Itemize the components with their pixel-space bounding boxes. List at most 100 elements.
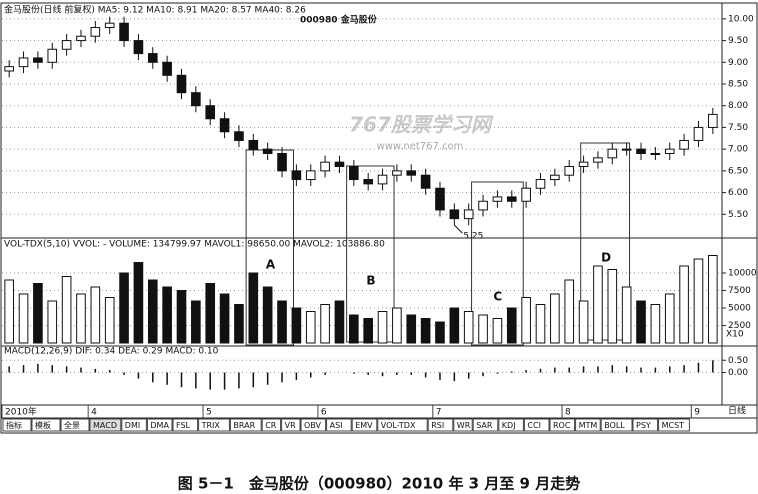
- candle-body: [535, 179, 546, 189]
- toolbar-tab[interactable]: [658, 418, 690, 432]
- toolbar-tab[interactable]: [281, 418, 301, 432]
- volume-bar: [191, 300, 201, 344]
- toolbar-tab-label[interactable]: MACD: [93, 421, 117, 430]
- candle-body: [449, 209, 460, 220]
- toolbar-tab[interactable]: [89, 418, 122, 432]
- caption: 图 5－1 金马股份（000980）2010 年 3 月至 9 月走势: [178, 475, 580, 493]
- toolbar-tab[interactable]: [549, 418, 576, 432]
- watermark: 767股票学习网: [349, 113, 494, 137]
- volume-bar: [61, 276, 72, 344]
- candle-body: [349, 166, 359, 181]
- candle-body: [47, 48, 58, 63]
- toolbar-tab-label[interactable]: 模板: [35, 420, 51, 430]
- toolbar-tab[interactable]: [121, 418, 147, 432]
- toolbar-tab-label[interactable]: VOL-TDX: [381, 421, 416, 430]
- toolbar-tab-label[interactable]: VR: [285, 421, 296, 430]
- candle-body: [248, 139, 259, 150]
- toolbar-tab-label[interactable]: WR: [457, 421, 471, 430]
- toolbar-tab-label[interactable]: DMA: [150, 421, 169, 430]
- candle-body: [262, 148, 273, 154]
- toolbar-tab[interactable]: [172, 418, 199, 432]
- toolbar-tab-label[interactable]: CR: [265, 421, 277, 430]
- y-tick-label: 7.00: [728, 145, 748, 155]
- macd-legend: MACD(12,26,9) DIF: 0.34 DEA: 0.29 MACD: …: [4, 347, 219, 357]
- toolbar-tab-label[interactable]: FSL: [176, 421, 191, 430]
- toolbar-tab[interactable]: [300, 418, 327, 432]
- toolbar-tab[interactable]: [453, 418, 473, 432]
- toolbar-tab[interactable]: [600, 418, 633, 432]
- toolbar-tab-label[interactable]: ROC: [553, 421, 571, 430]
- toolbar-tab-label[interactable]: BOLL: [604, 421, 625, 430]
- toolbar-tab[interactable]: [575, 418, 601, 432]
- toolbar-tab-label[interactable]: PSY: [636, 421, 651, 430]
- candle-body: [463, 209, 474, 220]
- candle-body: [176, 74, 187, 94]
- period-label: 日线: [728, 405, 746, 417]
- volume-bar: [564, 279, 575, 344]
- toolbar-tab-label[interactable]: OBV: [304, 421, 322, 430]
- toolbar-tab-label[interactable]: KDJ: [502, 421, 516, 430]
- candle-body: [334, 161, 345, 168]
- toolbar-tab-label[interactable]: 指标: [6, 420, 22, 430]
- volume-bar: [463, 311, 474, 344]
- x-tick-label: 7: [436, 408, 442, 418]
- candle-body: [621, 148, 632, 151]
- y-tick-label: 7500: [728, 286, 751, 296]
- toolbar-tab-label[interactable]: EMV: [355, 421, 373, 430]
- toolbar-tab[interactable]: [198, 418, 230, 432]
- toolbar-tab-label[interactable]: DMI: [125, 421, 140, 430]
- toolbar-tab[interactable]: [229, 418, 262, 432]
- y-tick-label: 9.50: [728, 36, 748, 46]
- toolbar-tab-label[interactable]: 全景: [64, 420, 80, 430]
- toolbar-tab[interactable]: [498, 418, 524, 432]
- toolbar-tab-label[interactable]: ASI: [330, 421, 343, 430]
- candle-body: [18, 57, 29, 68]
- toolbar-tab-label[interactable]: MTM: [579, 421, 598, 430]
- toolbar-tab[interactable]: [632, 418, 659, 432]
- candle-body: [521, 187, 531, 202]
- toolbar-tab-label[interactable]: BRAR: [233, 421, 255, 430]
- toolbar-tab[interactable]: [472, 418, 499, 432]
- volume-bar: [4, 279, 14, 344]
- candle-body: [61, 40, 72, 50]
- toolbar-tab[interactable]: [377, 418, 428, 432]
- box-label: D: [601, 251, 611, 265]
- x-tick-label: 4: [91, 408, 97, 418]
- toolbar-tab[interactable]: [427, 418, 454, 432]
- volume-bar: [449, 307, 460, 344]
- x-tick-label: 8: [565, 408, 571, 418]
- toolbar-tab[interactable]: [326, 418, 352, 432]
- toolbar-tab-label[interactable]: CCI: [527, 421, 541, 430]
- toolbar-tab[interactable]: [261, 418, 282, 432]
- x-tick-label: 2010年: [5, 406, 37, 418]
- volume-bar: [636, 300, 646, 344]
- highlight-box: [580, 142, 631, 341]
- volume-bar: [363, 318, 373, 344]
- volume-bar: [492, 318, 503, 344]
- candle-body: [33, 57, 43, 63]
- y-tick-label: 7.50: [728, 123, 748, 133]
- candle-body: [119, 22, 129, 42]
- y-tick-label: 2500: [728, 321, 751, 331]
- candle-body: [708, 113, 718, 128]
- volume-bar: [262, 286, 273, 344]
- toolbar-tab[interactable]: [523, 418, 550, 432]
- candle-body: [593, 157, 603, 163]
- volume-bar: [535, 304, 546, 344]
- toolbar-tab-label[interactable]: SAR: [476, 421, 493, 430]
- candle-body: [219, 118, 230, 133]
- toolbar-tab[interactable]: [2, 418, 32, 432]
- toolbar-tab-label[interactable]: TRIX: [201, 421, 221, 430]
- toolbar-tab-label[interactable]: RSI: [431, 421, 444, 430]
- toolbar-tab[interactable]: [351, 418, 378, 432]
- price-legend: 金马股份(日线 前复权) MA5: 9.12 MA10: 8.91 MA20: …: [4, 4, 306, 16]
- volume-bar: [33, 283, 43, 344]
- volume-bar: [420, 318, 431, 344]
- toolbar-tab[interactable]: [60, 418, 90, 432]
- toolbar-tab-label[interactable]: MCST: [662, 421, 685, 430]
- toolbar-tab[interactable]: [31, 418, 61, 432]
- toolbar-tab[interactable]: [146, 418, 173, 432]
- candle-body: [664, 148, 675, 154]
- volume-bar: [147, 279, 158, 344]
- volume-bar: [693, 258, 704, 344]
